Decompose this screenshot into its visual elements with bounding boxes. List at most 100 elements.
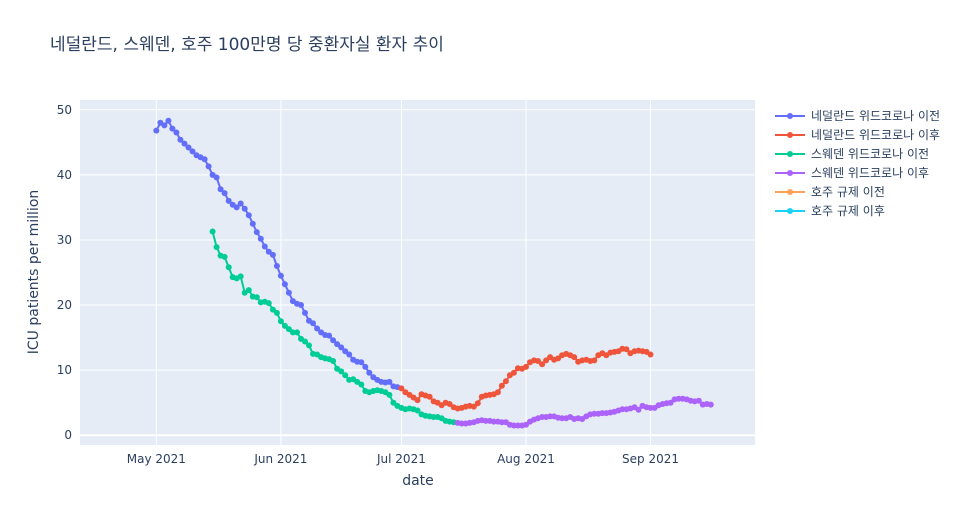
data-point xyxy=(414,407,421,414)
series-2 xyxy=(209,228,457,426)
x-axis-title: date xyxy=(402,473,434,489)
data-point xyxy=(490,418,497,425)
data-point xyxy=(302,309,308,316)
data-point xyxy=(539,361,546,368)
data-point xyxy=(285,289,292,296)
series-layer xyxy=(153,117,714,429)
legend-label: 네덜란드 위드코로나 이전 xyxy=(811,109,940,123)
data-point xyxy=(233,204,240,211)
legend-item[interactable]: 네덜란드 위드코로나 이전 xyxy=(775,109,940,123)
legend-marker xyxy=(787,170,793,176)
data-point xyxy=(241,205,248,212)
data-point xyxy=(358,359,365,366)
data-point xyxy=(330,358,337,364)
legend-item[interactable]: 스웨덴 위드코로나 이전 xyxy=(775,147,929,161)
data-point xyxy=(153,127,160,134)
data-point xyxy=(571,354,578,361)
data-point xyxy=(298,302,304,308)
data-point xyxy=(362,363,369,370)
data-point xyxy=(265,248,272,255)
data-point xyxy=(346,351,353,358)
data-point xyxy=(294,329,300,336)
data-point xyxy=(177,136,184,143)
data-point xyxy=(205,163,212,170)
data-point xyxy=(257,235,264,242)
legend-marker xyxy=(787,113,793,119)
x-tick-label: Sep 2021 xyxy=(622,452,679,466)
data-point xyxy=(277,318,284,325)
data-point xyxy=(245,212,252,219)
data-point xyxy=(470,403,477,410)
data-point xyxy=(213,174,220,181)
data-point xyxy=(647,351,654,358)
data-point xyxy=(189,148,196,155)
data-point xyxy=(543,357,550,364)
data-point xyxy=(169,125,176,132)
legend-item[interactable]: 호주 규제 이후 xyxy=(775,204,885,218)
data-point xyxy=(446,401,453,407)
data-point xyxy=(281,322,288,329)
data-point xyxy=(217,186,224,193)
data-point xyxy=(185,144,192,151)
data-point xyxy=(386,378,393,385)
data-point xyxy=(707,401,714,408)
y-tick-label: 0 xyxy=(64,428,72,442)
legend-item[interactable]: 네덜란드 위드코로나 이후 xyxy=(775,128,940,142)
data-point xyxy=(277,272,284,279)
y-tick-label: 50 xyxy=(57,103,72,117)
data-point xyxy=(695,397,702,404)
data-point xyxy=(173,129,180,136)
data-point xyxy=(273,263,280,269)
data-point xyxy=(281,281,288,288)
data-point xyxy=(253,294,260,301)
x-tick-label: May 2021 xyxy=(127,452,186,466)
legend-item[interactable]: 스웨덴 위드코로나 이후 xyxy=(775,166,929,180)
x-tick-label: Jun 2021 xyxy=(253,452,307,466)
legend-label: 호주 규제 이전 xyxy=(811,185,885,199)
data-point xyxy=(306,342,312,349)
data-point xyxy=(285,326,292,333)
y-tick-label: 10 xyxy=(57,363,72,377)
legend-item[interactable]: 호주 규제 이전 xyxy=(775,185,885,199)
x-tick-label: Aug 2021 xyxy=(497,452,555,466)
data-point xyxy=(181,140,188,147)
data-point xyxy=(498,382,505,389)
data-point xyxy=(559,415,566,422)
data-point xyxy=(591,357,598,364)
series-1 xyxy=(398,345,654,412)
data-point xyxy=(667,399,674,406)
chart-title: 네덜란드, 스웨덴, 호주 100만명 당 중환자실 환자 추이 xyxy=(50,35,444,55)
y-axis-ticks: 0 10 20 30 40 50 xyxy=(57,103,72,442)
data-point xyxy=(265,300,272,307)
data-point xyxy=(201,156,208,163)
data-point xyxy=(261,243,268,250)
data-point xyxy=(334,341,341,348)
y-tick-label: 30 xyxy=(57,233,72,247)
data-point xyxy=(358,381,365,388)
data-point xyxy=(225,197,232,204)
x-axis-ticks: May 2021 Jun 2021 Jul 2021 Aug 2021 Sep 2021 xyxy=(127,452,679,466)
series-0 xyxy=(153,117,401,391)
series-3 xyxy=(454,395,714,429)
data-point xyxy=(623,346,630,353)
data-point xyxy=(523,363,529,370)
data-point xyxy=(209,228,216,235)
data-point xyxy=(237,200,244,207)
data-point xyxy=(314,325,321,332)
data-point xyxy=(647,404,654,411)
data-point xyxy=(330,337,337,344)
data-point xyxy=(510,369,517,376)
data-point xyxy=(269,306,276,313)
data-point xyxy=(289,329,296,336)
data-point xyxy=(342,372,349,379)
data-point xyxy=(302,338,308,345)
x-tick-label: Jul 2021 xyxy=(376,452,426,466)
data-point xyxy=(310,320,316,327)
data-point xyxy=(326,332,333,339)
data-point xyxy=(161,122,168,129)
data-point xyxy=(398,385,405,392)
data-point xyxy=(338,368,345,375)
data-point xyxy=(514,422,521,429)
